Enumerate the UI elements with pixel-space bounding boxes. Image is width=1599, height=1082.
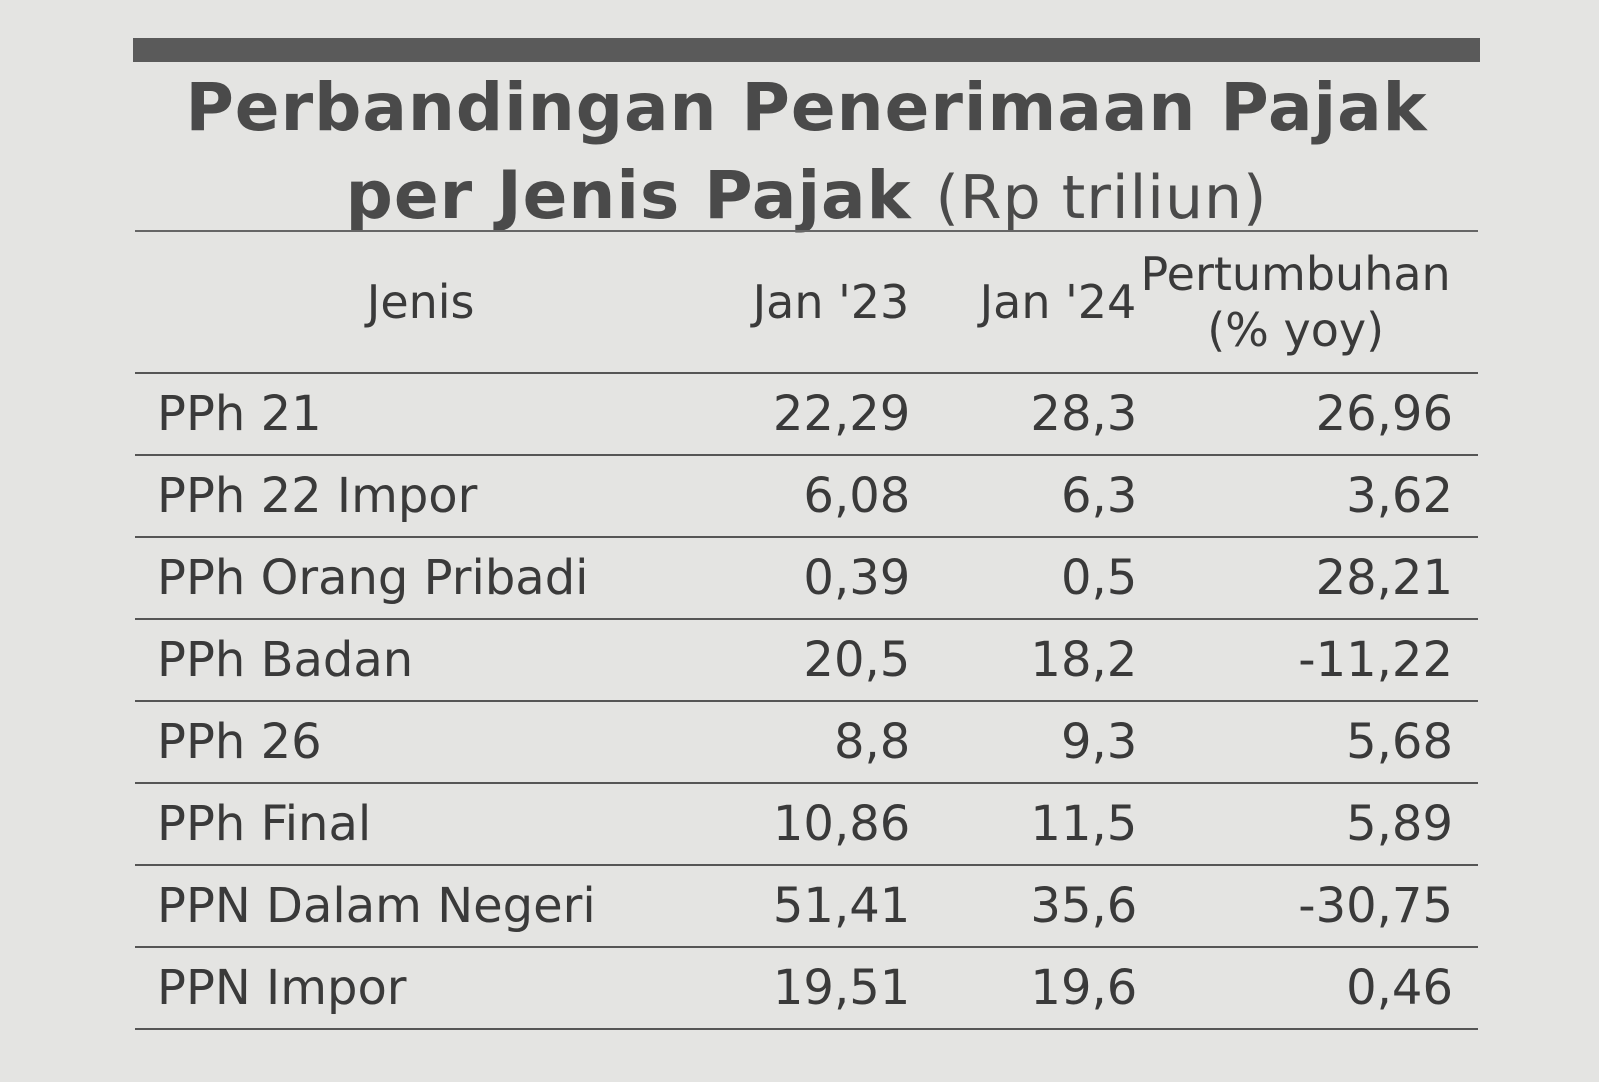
column-header: Jan '24 — [910, 230, 1138, 374]
table-row: PPh 22 Impor 6,08 6,3 3,62 — [135, 455, 1478, 538]
cell-value: 20,5 — [685, 619, 911, 702]
cell-value: 51,41 — [685, 865, 911, 948]
table-row: PPN Dalam Negeri 51,41 35,6 -30,75 — [135, 865, 1478, 948]
cell-value: 9,3 — [910, 701, 1138, 784]
row-label: PPh Badan — [135, 619, 686, 702]
title-line: per Jenis Pajak (Rp triliun) — [133, 152, 1480, 242]
cell-value: 0,46 — [1137, 947, 1478, 1030]
row-label: PPN Impor — [135, 947, 686, 1030]
column-header: Jenis — [135, 230, 686, 374]
cell-value: 26,96 — [1137, 373, 1478, 456]
cell-value: 35,6 — [910, 865, 1138, 948]
row-label: PPh 22 Impor — [135, 455, 686, 538]
table-row: PPN Impor 19,51 19,6 0,46 — [135, 947, 1478, 1030]
cell-value: 28,3 — [910, 373, 1138, 456]
table-row: PPh Final 10,86 11,5 5,89 — [135, 783, 1478, 866]
cell-value: 5,68 — [1137, 701, 1478, 784]
title: Perbandingan Penerimaan Pajak per Jenis … — [133, 64, 1480, 242]
row-label: PPh Final — [135, 783, 686, 866]
cell-value: 18,2 — [910, 619, 1138, 702]
cell-value: 19,51 — [685, 947, 911, 1030]
cell-value: 8,8 — [685, 701, 911, 784]
title-line: Perbandingan Penerimaan Pajak — [185, 69, 1428, 146]
title-unit: (Rp triliun) — [935, 163, 1268, 233]
cell-value: -30,75 — [1137, 865, 1478, 948]
row-label: PPh 21 — [135, 373, 686, 456]
row-label: PPh 26 — [135, 701, 686, 784]
cell-value: 0,5 — [910, 537, 1138, 620]
row-label: PPN Dalam Negeri — [135, 865, 686, 948]
title-text: per Jenis Pajak — [345, 157, 912, 234]
cell-value: 3,62 — [1137, 455, 1478, 538]
row-label: PPh Orang Pribadi — [135, 537, 686, 620]
cell-value: 6,3 — [910, 455, 1138, 538]
cell-value: 6,08 — [685, 455, 911, 538]
cell-value: 5,89 — [1137, 783, 1478, 866]
cell-value: -11,22 — [1137, 619, 1478, 702]
table-row: PPh Badan 20,5 18,2 -11,22 — [135, 619, 1478, 702]
header-row: Jenis Jan '23 Jan '24 Pertumbuhan (% yoy) — [135, 230, 1478, 374]
table-row: PPh 21 22,29 28,3 26,96 — [135, 373, 1478, 456]
cell-value: 22,29 — [685, 373, 911, 456]
cell-value: 0,39 — [685, 537, 911, 620]
table-row: PPh Orang Pribadi 0,39 0,5 28,21 — [135, 537, 1478, 620]
cell-value: 10,86 — [685, 783, 911, 866]
top-rule — [133, 38, 1480, 62]
cell-value: 19,6 — [910, 947, 1138, 1030]
column-header: Jan '23 — [685, 230, 911, 374]
table-row: PPh 26 8,8 9,3 5,68 — [135, 701, 1478, 784]
column-header: Pertumbuhan (% yoy) — [1137, 230, 1478, 374]
cell-value: 11,5 — [910, 783, 1138, 866]
table-body: PPh 21 22,29 28,3 26,96 PPh 22 Impor 6,08 6,3 3… — [135, 373, 1478, 1030]
cell-value: 28,21 — [1137, 537, 1478, 620]
tax-table: Jenis Jan '23 Jan '24 Pertumbuhan (% yoy) P… — [135, 230, 1478, 1030]
